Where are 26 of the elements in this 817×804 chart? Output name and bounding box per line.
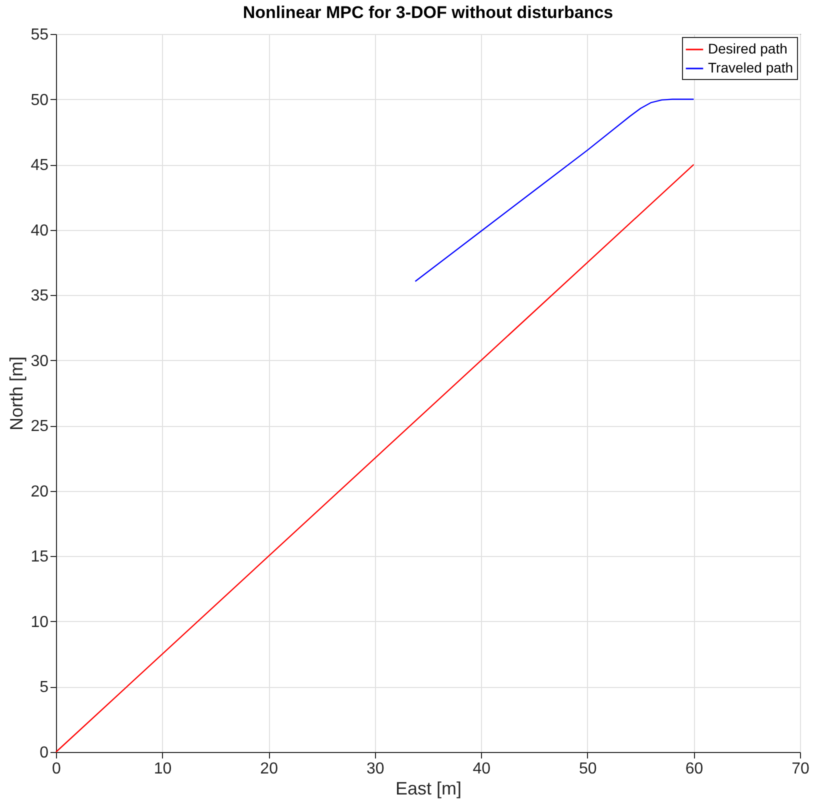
x-tick-label: 70 — [792, 760, 810, 778]
x-tick-label: 60 — [685, 760, 704, 778]
x-tick-label: 50 — [579, 760, 597, 778]
y-tick-label: 20 — [30, 483, 49, 500]
y-axis-title: North [m] — [6, 356, 27, 431]
y-tick-label: 35 — [30, 288, 49, 305]
y-tick-label: 25 — [30, 418, 49, 436]
y-tick-label: 45 — [30, 157, 49, 174]
x-tick-label: 0 — [52, 760, 62, 778]
y-tick-label: 30 — [30, 352, 49, 370]
x-tick-label: 30 — [366, 760, 384, 778]
legend-label: Desired path — [708, 40, 788, 56]
line-series — [414, 98, 694, 282]
y-tick-label: 40 — [30, 222, 49, 240]
y-tick-label: 0 — [40, 744, 49, 762]
chart-title: Nonlinear MPC for 3-DOF without disturbancs — [242, 3, 614, 22]
y-tick-label: 5 — [40, 679, 49, 696]
y-tick-label: 50 — [30, 92, 49, 109]
y-tick-label: 55 — [30, 26, 49, 44]
x-tick-label: 10 — [154, 760, 172, 778]
x-tick-label: 40 — [472, 760, 491, 778]
legend-label: Traveled path — [708, 60, 794, 76]
y-tick-label: 10 — [30, 614, 49, 631]
x-axis-title: East [m] — [395, 778, 462, 798]
y-tick-label: 15 — [30, 548, 49, 566]
x-tick-label: 20 — [260, 760, 278, 778]
